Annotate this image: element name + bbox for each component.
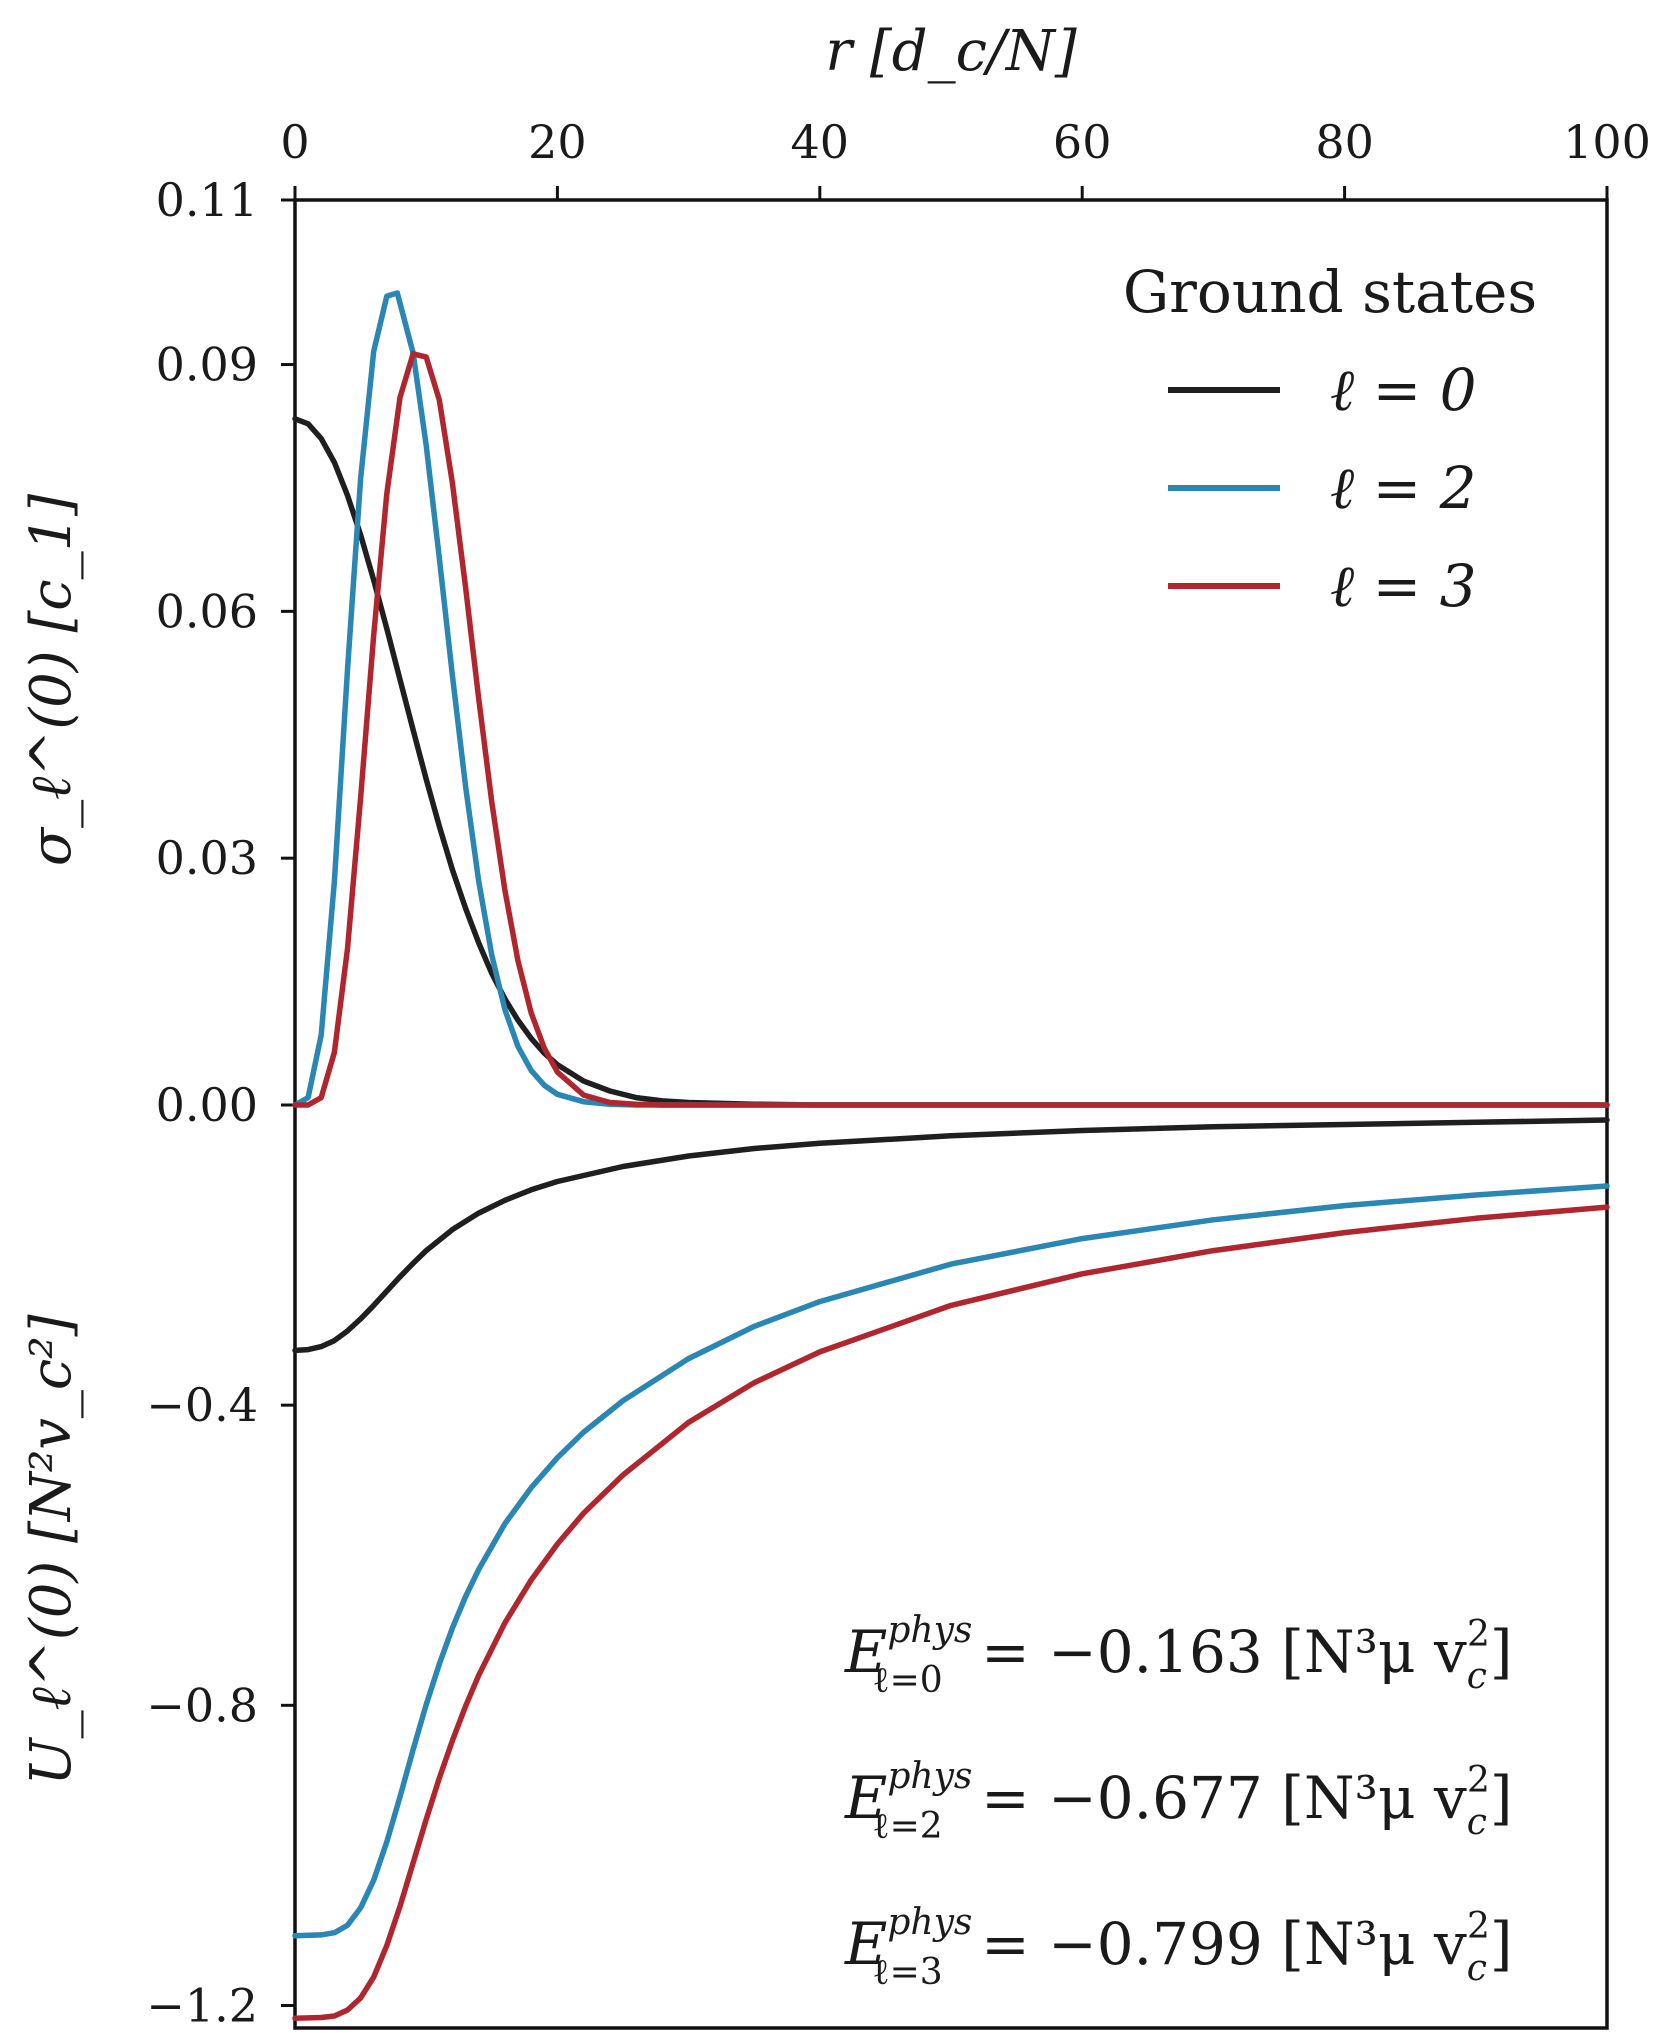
unit-sub: c [1467, 1802, 1487, 1843]
x-tick-label: 60 [1053, 115, 1112, 169]
energy-sub: ℓ=2 [872, 1806, 942, 1847]
x-tick-label: 20 [528, 115, 587, 169]
energy-annotation-l3: Ephys ℓ=3 = −0.799 [N³μ vc2] [844, 1902, 1513, 1993]
tick-layer [281, 186, 1609, 2007]
energy-symbol: E [844, 1764, 887, 1832]
energy-sup: phys [887, 1610, 972, 1651]
sigma-series-2 [292, 351, 1610, 1108]
y-tick-label: 0.06 [156, 584, 258, 638]
y-tick-label: 0.03 [156, 831, 258, 885]
top-y-axis-title: σ_ℓ^(0) [c_1] [19, 494, 84, 866]
energy-symbol: E [844, 1910, 887, 1978]
x-tick-label: 80 [1315, 115, 1374, 169]
unit-sub: c [1467, 1948, 1487, 1989]
y-tick-label: −1.2 [146, 1978, 258, 2032]
energy-value: = −0.799 [N³μ v [963, 1910, 1467, 1978]
legend-label-l3: ℓ = 3 [1330, 552, 1477, 620]
legend-label-l2: ℓ = 2 [1330, 454, 1477, 522]
energy-sub: ℓ=0 [872, 1660, 942, 1701]
energy-bracket: ] [1490, 1910, 1513, 1978]
energy-annotations: Ephys ℓ=0 = −0.163 [N³μ vc2] Ephys ℓ=2 = −… [844, 1610, 1513, 1993]
legend: Ground states ℓ = 0 ℓ = 2 ℓ = 3 [1123, 258, 1537, 620]
potential-series-0 [292, 1117, 1610, 1354]
y-tick-label: −0.4 [146, 1378, 258, 1432]
legend-label-l0: ℓ = 0 [1330, 356, 1477, 424]
bottom-y-axis-title: U_ℓ^(0) [N²v_c²] [19, 1314, 84, 1785]
energy-symbol: E [844, 1618, 887, 1686]
y-tick-label: 0.09 [156, 338, 258, 392]
plot-frame [293, 198, 1609, 2030]
unit-sup: 2 [1467, 1906, 1490, 1947]
x-tick-label: 0 [280, 115, 309, 169]
energy-sup: phys [887, 1756, 972, 1797]
unit-sub: c [1467, 1656, 1487, 1697]
y-tick-label: −0.8 [146, 1678, 258, 1732]
energy-annotation-l0: Ephys ℓ=0 = −0.163 [N³μ vc2] [844, 1610, 1513, 1701]
energy-bracket: ] [1490, 1618, 1513, 1686]
unit-sup: 2 [1467, 1760, 1490, 1801]
potential-series-1 [292, 1183, 1610, 1939]
energy-annotation-l2: Ephys ℓ=2 = −0.677 [N³μ vc2] [844, 1756, 1513, 1847]
energy-value: = −0.677 [N³μ v [963, 1764, 1467, 1832]
y-tick-label: 0.00 [156, 1078, 258, 1132]
x-axis-title: r [d_c/N] [825, 19, 1076, 84]
x-tick-label: 100 [1563, 115, 1651, 169]
y-tick-label: 0.11 [156, 173, 258, 227]
tick-label-layer: 0 20 40 60 80 100 0.00 0.03 0.06 0.09 0.11 −0.4 −0.8… [146, 115, 1651, 2032]
series-layer [292, 290, 1610, 2021]
x-tick-label: 40 [791, 115, 850, 169]
unit-sup: 2 [1467, 1614, 1490, 1655]
energy-sub: ℓ=3 [872, 1952, 942, 1993]
energy-bracket: ] [1490, 1764, 1513, 1832]
energy-value: = −0.163 [N³μ v [963, 1618, 1467, 1686]
legend-title: Ground states [1123, 258, 1537, 326]
potential-series-2 [292, 1204, 1610, 2021]
energy-sup: phys [887, 1902, 972, 1943]
